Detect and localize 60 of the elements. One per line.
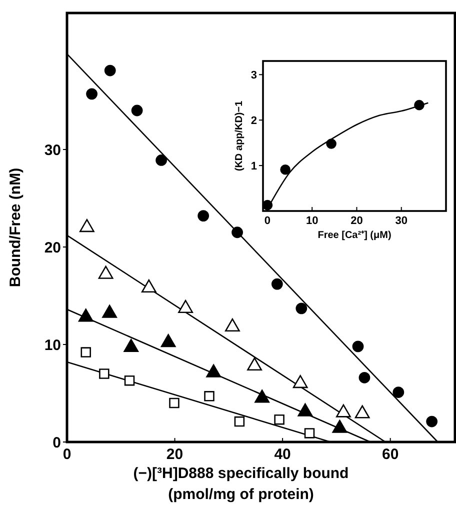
point <box>156 154 167 166</box>
point <box>98 266 114 279</box>
point <box>352 340 364 352</box>
point <box>414 100 424 110</box>
point <box>304 428 315 438</box>
point <box>292 375 308 388</box>
y-tick-label: 3 <box>250 69 257 82</box>
point <box>336 404 351 418</box>
point <box>234 416 245 427</box>
x-axis-title: Free [Ca²⁺] (μM) <box>318 230 392 241</box>
point <box>160 334 176 348</box>
point <box>124 338 139 352</box>
y-tick-label: 2 <box>250 114 257 127</box>
x-axis-title: (−)[³H]D888 specifically bound (pmol/mg of protein) <box>133 465 349 503</box>
x-tick-label: 30 <box>395 215 408 227</box>
y-tick-label: 10 <box>44 336 61 354</box>
point <box>354 405 370 418</box>
y-tick-label: 20 <box>44 239 61 256</box>
point <box>198 210 210 222</box>
point <box>224 318 240 332</box>
point <box>169 398 180 408</box>
x-tick-label: 0 <box>264 215 271 227</box>
point <box>426 416 438 428</box>
point <box>358 372 370 384</box>
point <box>254 390 270 403</box>
x-tick-label: 20 <box>350 215 363 227</box>
point <box>326 138 336 149</box>
point <box>262 200 273 210</box>
y-tick-label: 1 <box>250 160 257 172</box>
point <box>392 386 404 398</box>
point <box>124 375 135 386</box>
point <box>104 64 116 76</box>
point <box>206 364 222 378</box>
x-tick-label: 0 <box>62 446 72 463</box>
point <box>178 300 193 313</box>
point <box>280 164 290 175</box>
point <box>271 278 283 290</box>
y-axis-title: (KD app/KD)−1 <box>234 100 245 172</box>
point <box>86 88 98 100</box>
x-tick-label: 60 <box>382 446 399 463</box>
point <box>247 357 262 371</box>
x-tick-label: 20 <box>166 446 184 463</box>
y-tick-label: 0 <box>52 434 61 452</box>
point <box>102 304 118 318</box>
point <box>80 347 91 358</box>
point <box>99 368 110 379</box>
y-axis-title: Bound/Free (nM) <box>7 168 24 288</box>
y-tick-label: 30 <box>44 142 61 159</box>
point <box>274 414 284 425</box>
point <box>332 420 348 433</box>
point <box>296 302 308 314</box>
point <box>298 403 313 416</box>
point <box>141 279 156 293</box>
point <box>204 391 214 402</box>
point <box>232 226 243 238</box>
x-tick-label: 40 <box>274 446 291 463</box>
point <box>78 308 94 322</box>
point <box>79 219 94 232</box>
x-tick-label: 10 <box>306 215 318 227</box>
point <box>131 104 143 116</box>
